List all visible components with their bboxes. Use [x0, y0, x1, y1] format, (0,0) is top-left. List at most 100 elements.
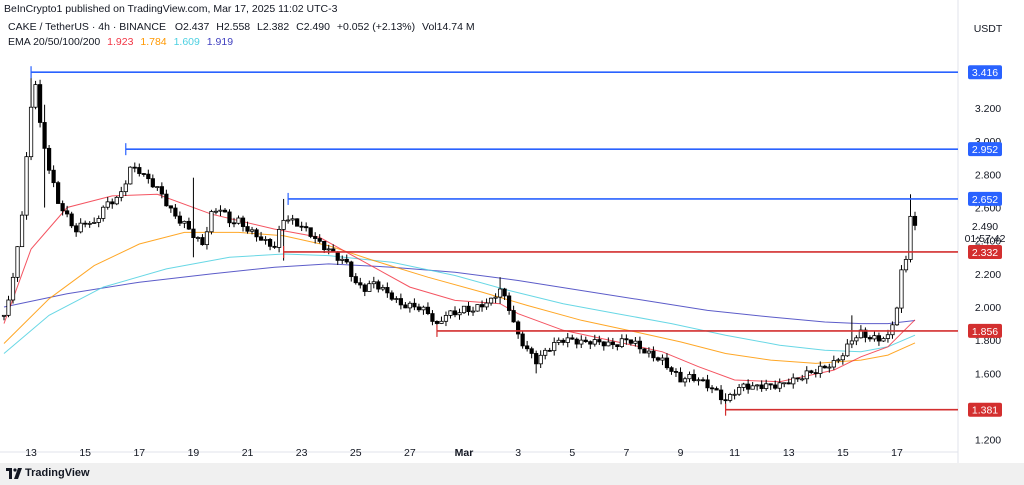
candle-body[interactable] [407, 302, 412, 309]
candle-body[interactable] [439, 320, 444, 324]
price-chart[interactable]: USDT1.2001.4001.6001.8002.0002.2002.4002… [0, 0, 1024, 463]
candle-body[interactable] [615, 344, 620, 347]
candle-body[interactable] [403, 304, 408, 309]
candle-body[interactable] [574, 338, 579, 345]
candle-body[interactable] [376, 281, 381, 290]
candle-body[interactable] [200, 237, 205, 246]
candle-body[interactable] [295, 218, 300, 227]
candle-body[interactable] [227, 211, 232, 224]
candle-body[interactable] [430, 313, 435, 322]
candle-body[interactable] [849, 340, 854, 345]
candle-body[interactable] [195, 237, 201, 239]
candle-body[interactable] [421, 306, 426, 311]
candle-body[interactable] [466, 305, 471, 312]
candle-body[interactable] [119, 191, 124, 198]
candle-body[interactable] [322, 240, 327, 251]
candle-body[interactable] [132, 166, 137, 169]
candle-body[interactable] [394, 298, 399, 300]
candle-body[interactable] [908, 215, 913, 260]
candle-body[interactable] [759, 384, 764, 389]
candle-body[interactable] [479, 304, 485, 308]
candle-body[interactable] [213, 210, 219, 213]
candle-body[interactable] [696, 379, 701, 382]
candle-body[interactable] [507, 295, 512, 311]
candle-body[interactable] [389, 292, 394, 300]
candle-body[interactable] [795, 377, 800, 380]
candle-body[interactable] [344, 258, 349, 263]
candle-body[interactable] [556, 339, 561, 343]
candle-body[interactable] [484, 302, 489, 308]
candle-body[interactable] [714, 388, 719, 391]
candle-body[interactable] [371, 281, 376, 285]
candle-body[interactable] [836, 359, 841, 362]
candle-body[interactable] [592, 339, 597, 345]
candle-body[interactable] [782, 382, 787, 385]
candle-body[interactable] [610, 341, 615, 346]
candle-body[interactable] [240, 217, 246, 227]
candle-body[interactable] [529, 348, 534, 354]
candle-body[interactable] [502, 288, 507, 297]
candle-body[interactable] [800, 378, 805, 381]
candle-body[interactable] [831, 360, 836, 368]
candle-body[interactable] [335, 251, 340, 261]
candle-body[interactable] [137, 167, 142, 174]
candle-body[interactable] [561, 339, 566, 343]
candle-body[interactable] [827, 366, 832, 369]
candle-body[interactable] [340, 258, 345, 261]
candle-body[interactable] [412, 302, 417, 308]
candle-body[interactable] [619, 338, 624, 347]
candle-body[interactable] [308, 227, 313, 237]
candle-body[interactable] [204, 231, 210, 246]
candle-body[interactable] [588, 341, 593, 345]
candle-body[interactable] [19, 214, 25, 248]
candle-body[interactable] [786, 382, 791, 385]
candle-body[interactable] [660, 357, 665, 361]
candle-body[interactable] [813, 372, 818, 374]
candle-body[interactable] [249, 229, 255, 232]
candle-body[interactable] [222, 209, 228, 213]
candle-body[interactable] [101, 206, 106, 219]
candle-body[interactable] [37, 84, 43, 123]
candle-body[interactable] [750, 385, 755, 390]
candle-body[interactable] [624, 338, 629, 341]
candle-body[interactable] [56, 182, 61, 204]
candle-body[interactable] [231, 222, 237, 225]
candle-body[interactable] [876, 335, 882, 342]
candle-body[interactable] [398, 298, 403, 306]
candle-body[interactable] [10, 276, 16, 301]
candle-body[interactable] [28, 106, 34, 158]
candle-body[interactable] [448, 310, 453, 316]
candle-body[interactable] [281, 219, 286, 230]
candle-body[interactable] [150, 178, 155, 188]
candle-body[interactable] [105, 201, 110, 208]
chart-panel[interactable]: USDT1.2001.4001.6001.8002.0002.2002.4002… [0, 0, 1024, 464]
candle-body[interactable] [349, 261, 354, 277]
candle-body[interactable] [903, 259, 909, 271]
candle-body[interactable] [168, 205, 173, 209]
candle-body[interactable] [110, 201, 115, 205]
candle-body[interactable] [755, 384, 760, 387]
candle-body[interactable] [872, 335, 877, 340]
candle-body[interactable] [497, 288, 503, 298]
candle-body[interactable] [267, 239, 273, 247]
candle-body[interactable] [687, 374, 692, 380]
candle-body[interactable] [452, 310, 458, 316]
candle-body[interactable] [912, 215, 918, 226]
candle-body[interactable] [669, 367, 674, 372]
candle-body[interactable] [317, 238, 322, 242]
candle-body[interactable] [642, 348, 647, 354]
candle-body[interactable] [457, 312, 462, 316]
candle-body[interactable] [700, 379, 706, 382]
candle-body[interactable] [664, 357, 670, 369]
candle-body[interactable] [655, 357, 661, 361]
candle-body[interactable] [461, 305, 467, 314]
candle-body[interactable] [123, 183, 128, 193]
candle-body[interactable] [290, 218, 295, 221]
candle-body[interactable] [583, 339, 588, 343]
candle-body[interactable] [723, 399, 728, 402]
candle-body[interactable] [705, 379, 710, 389]
candle-body[interactable] [637, 340, 642, 350]
candle-body[interactable] [141, 173, 146, 175]
candle-body[interactable] [78, 222, 83, 233]
candle-body[interactable] [678, 371, 683, 383]
